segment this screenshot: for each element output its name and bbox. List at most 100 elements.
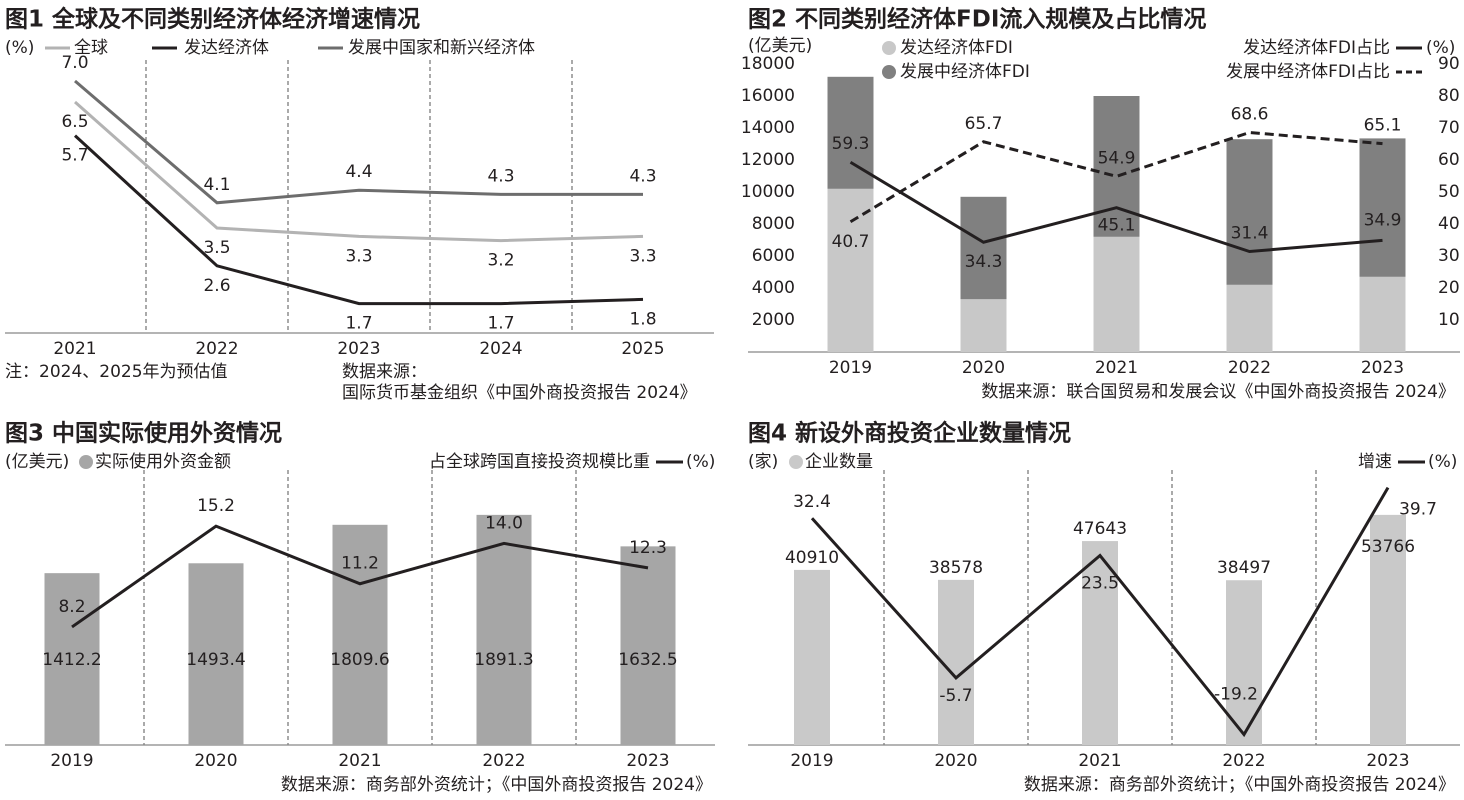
legend-label: 增速	[1358, 452, 1392, 472]
y2-unit: (%)	[1428, 452, 1457, 472]
y-tick-label: 4000	[752, 278, 795, 298]
x-tick-label: 2023	[1366, 751, 1409, 771]
y2-unit: (%)	[1426, 38, 1455, 58]
bar	[1082, 541, 1118, 745]
y-unit: (%)	[5, 38, 34, 58]
x-tick-label: 2022	[482, 751, 525, 771]
x-tick-label: 2019	[829, 358, 872, 378]
data-label: 12.3	[629, 538, 667, 558]
data-label: 6.5	[61, 112, 88, 132]
source: 数据来源：商务部外资统计；《中国外商投资报告 2024》	[281, 775, 712, 795]
y-tick-label: 2000	[752, 310, 795, 330]
bar	[620, 546, 676, 745]
y-unit: (家)	[748, 452, 778, 472]
x-tick-label: 2022	[1228, 358, 1271, 378]
y2-tick-label: 90	[1438, 54, 1460, 74]
data-label: 1.7	[487, 314, 514, 334]
legend-swatch	[882, 41, 896, 55]
bar	[827, 188, 874, 352]
bar-label: 40910	[785, 548, 839, 568]
x-tick-label: 2025	[621, 339, 664, 359]
data-label: 59.3	[832, 134, 870, 154]
y2-tick-label: 40	[1438, 214, 1460, 234]
x-tick-label: 2021	[1078, 751, 1121, 771]
y2-tick-label: 70	[1438, 118, 1460, 138]
bar	[1093, 236, 1140, 352]
legend-label: 全球	[74, 38, 108, 58]
bar-label: 1632.5	[618, 650, 677, 670]
data-label: 11.2	[341, 554, 379, 574]
y2-tick-label: 10	[1438, 310, 1460, 330]
source: 数据来源：商务部外资统计；《中国外商投资报告 2024》	[1024, 775, 1455, 795]
y2-unit: (%)	[686, 452, 715, 472]
data-label: -19.2	[1214, 685, 1258, 705]
bar	[1370, 514, 1406, 745]
data-label: 31.4	[1231, 224, 1269, 244]
data-label: 23.5	[1081, 574, 1119, 594]
data-label: 1.7	[345, 314, 372, 334]
x-tick-label: 2020	[194, 751, 237, 771]
bar	[332, 524, 388, 745]
legend-label: 发达经济体FDI占比	[1243, 38, 1390, 58]
data-label: 1.8	[629, 309, 656, 329]
y-tick-label: 8000	[752, 214, 795, 234]
bar	[1226, 284, 1273, 352]
data-label: 45.1	[1098, 216, 1136, 236]
x-tick-label: 2021	[338, 751, 381, 771]
bar-label: 1809.6	[330, 650, 389, 670]
series-line	[71, 524, 649, 629]
y-tick-label: 14000	[741, 118, 795, 138]
data-label: 32.4	[793, 492, 831, 512]
legend-swatch	[789, 455, 803, 469]
x-tick-label: 2019	[50, 751, 93, 771]
chart-title: 图2 不同类别经济体FDI流入规模及占比情况	[748, 6, 1206, 33]
data-label: 40.7	[832, 232, 870, 252]
bar	[960, 196, 1007, 300]
bar-label: 38578	[929, 558, 983, 578]
y-unit: (亿美元)	[748, 36, 812, 56]
bar	[794, 569, 830, 745]
legend-label: 发达经济体FDI	[900, 38, 1013, 58]
x-tick-label: 2022	[1222, 751, 1265, 771]
data-label: 3.3	[345, 246, 372, 266]
data-label: 3.3	[629, 246, 656, 266]
bar	[1226, 139, 1273, 285]
bar-label: 53766	[1361, 537, 1415, 557]
x-tick-label: 2021	[53, 339, 96, 359]
legend-swatch	[79, 455, 93, 469]
data-label: 39.7	[1399, 500, 1437, 520]
y2-tick-label: 80	[1438, 86, 1460, 106]
data-label: -5.7	[939, 686, 972, 706]
legend-label: 企业数量	[805, 452, 873, 472]
y-tick-label: 16000	[741, 86, 795, 106]
legend-label: 发达经济体	[184, 38, 269, 58]
y-tick-label: 6000	[752, 246, 795, 266]
source: 数据来源：联合国贸易和发展会议《中国外商投资报告 2024》	[981, 382, 1455, 402]
data-label: 65.1	[1364, 116, 1402, 136]
data-label: 54.9	[1098, 148, 1136, 168]
y2-tick-label: 60	[1438, 150, 1460, 170]
data-label: 68.6	[1231, 104, 1269, 124]
legend-label: 发展中经济体FDI	[900, 62, 1030, 82]
bar-label: 1891.3	[474, 650, 533, 670]
legend-label: 占全球跨国直接投资规模比重	[429, 452, 650, 472]
bar-label: 38497	[1217, 558, 1271, 578]
bar	[1359, 138, 1406, 277]
y-unit: (亿美元)	[5, 452, 69, 472]
data-label: 2.6	[203, 276, 230, 296]
data-label: 3.2	[487, 251, 514, 271]
chart-title: 图3 中国实际使用外资情况	[5, 420, 282, 447]
data-label: 4.1	[203, 175, 230, 195]
note: 注：2024、2025年为预估值	[5, 362, 228, 382]
bar-label: 47643	[1073, 519, 1127, 539]
y-tick-label: 18000	[741, 54, 795, 74]
data-label: 8.2	[58, 597, 85, 617]
series-line	[810, 486, 1390, 738]
x-tick-label: 2024	[479, 339, 522, 359]
y-tick-label: 10000	[741, 182, 795, 202]
chart-title: 图4 新设外商投资企业数量情况	[748, 420, 1071, 447]
y2-tick-label: 20	[1438, 278, 1460, 298]
legend-label: 实际使用外资金额	[95, 451, 231, 472]
